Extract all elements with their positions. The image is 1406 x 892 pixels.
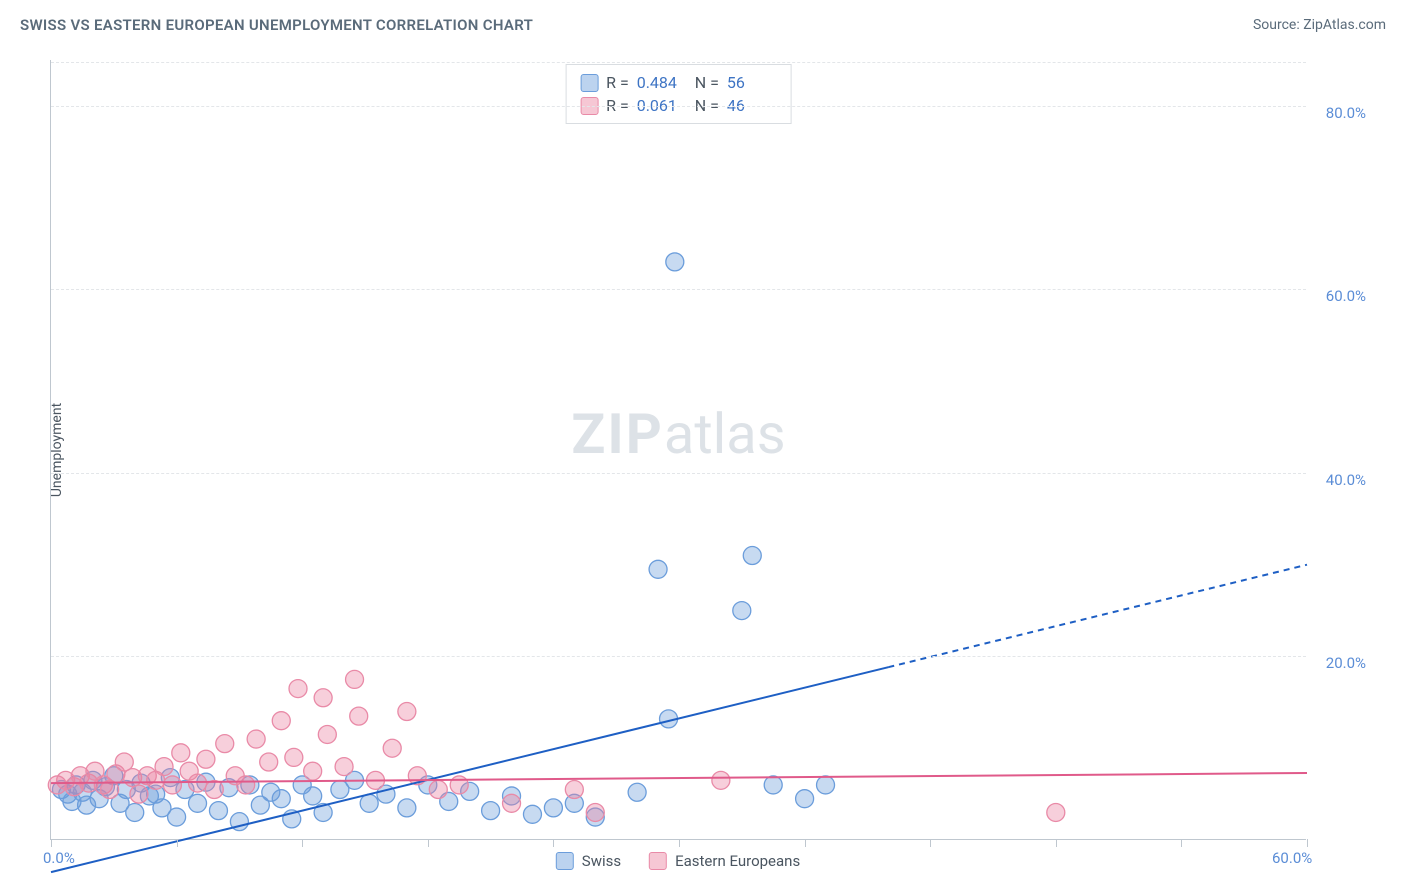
data-point[interactable] <box>1047 803 1065 821</box>
legend-item-swiss: Swiss <box>556 852 621 870</box>
chart-area: Unemployment ZIPatlas R = 0.484 N = 56 R… <box>50 60 1306 840</box>
data-point[interactable] <box>817 776 835 794</box>
data-point[interactable] <box>733 602 751 620</box>
y-tick-label: 80.0% <box>1326 104 1366 122</box>
data-point[interactable] <box>544 799 562 817</box>
source-attribution: Source: ZipAtlas.com <box>1253 17 1386 33</box>
x-tick-label: 0.0% <box>43 849 75 867</box>
data-point[interactable] <box>628 783 646 801</box>
gridline <box>51 656 1306 657</box>
plot-svg <box>51 60 1307 840</box>
x-tick <box>177 839 178 847</box>
data-point[interactable] <box>398 703 416 721</box>
chart-title: SWISS VS EASTERN EUROPEAN UNEMPLOYMENT C… <box>20 16 533 34</box>
x-tick <box>679 839 680 847</box>
data-point[interactable] <box>130 785 148 803</box>
data-point[interactable] <box>429 781 447 799</box>
data-point[interactable] <box>743 547 761 565</box>
data-point[interactable] <box>197 750 215 768</box>
swatch-blue-icon <box>556 852 574 870</box>
legend-label-swiss: Swiss <box>582 852 621 870</box>
data-point[interactable] <box>155 758 173 776</box>
data-point[interactable] <box>289 680 307 698</box>
plot-region: ZIPatlas R = 0.484 N = 56 R = 0.061 N = … <box>50 60 1306 840</box>
y-tick-label: 40.0% <box>1326 471 1366 489</box>
data-point[interactable] <box>237 776 255 794</box>
data-point[interactable] <box>796 790 814 808</box>
data-point[interactable] <box>209 802 227 820</box>
data-point[interactable] <box>272 790 290 808</box>
data-point[interactable] <box>216 735 234 753</box>
x-tick <box>1307 839 1308 847</box>
data-point[interactable] <box>189 774 207 792</box>
data-point[interactable] <box>565 781 583 799</box>
x-tick <box>805 839 806 847</box>
data-point[interactable] <box>272 712 290 730</box>
x-tick <box>930 839 931 847</box>
gridline <box>51 473 1306 474</box>
x-tick <box>553 839 554 847</box>
data-point[interactable] <box>318 725 336 743</box>
data-point[interactable] <box>314 689 332 707</box>
y-tick-label: 60.0% <box>1326 287 1366 305</box>
gridline <box>51 62 1306 63</box>
legend-label-eastern: Eastern Europeans <box>675 852 800 870</box>
data-point[interactable] <box>163 776 181 794</box>
gridline <box>51 106 1306 107</box>
data-point[interactable] <box>360 794 378 812</box>
data-point[interactable] <box>346 670 364 688</box>
data-point[interactable] <box>764 776 782 794</box>
data-point[interactable] <box>168 808 186 826</box>
data-point[interactable] <box>335 758 353 776</box>
regression-line-extrapolated <box>888 565 1307 667</box>
legend-item-eastern: Eastern Europeans <box>649 852 800 870</box>
data-point[interactable] <box>247 730 265 748</box>
data-point[interactable] <box>712 771 730 789</box>
chart-header: SWISS VS EASTERN EUROPEAN UNEMPLOYMENT C… <box>20 16 1386 34</box>
x-tick <box>1056 839 1057 847</box>
data-point[interactable] <box>304 762 322 780</box>
data-point[interactable] <box>503 794 521 812</box>
data-point[interactable] <box>172 744 190 762</box>
data-point[interactable] <box>523 805 541 823</box>
data-point[interactable] <box>482 802 500 820</box>
x-tick <box>51 839 52 847</box>
gridline <box>51 289 1306 290</box>
data-point[interactable] <box>649 560 667 578</box>
data-point[interactable] <box>450 776 468 794</box>
data-point[interactable] <box>260 753 278 771</box>
series-legend: Swiss Eastern Europeans <box>556 852 800 870</box>
data-point[interactable] <box>205 781 223 799</box>
data-point[interactable] <box>304 787 322 805</box>
x-tick-label: 60.0% <box>1272 849 1312 867</box>
x-tick <box>1181 839 1182 847</box>
data-point[interactable] <box>350 707 368 725</box>
data-point[interactable] <box>189 794 207 812</box>
x-tick <box>302 839 303 847</box>
data-point[interactable] <box>126 803 144 821</box>
data-point[interactable] <box>383 739 401 757</box>
swatch-pink-icon <box>649 852 667 870</box>
data-point[interactable] <box>285 748 303 766</box>
x-tick <box>428 839 429 847</box>
data-point[interactable] <box>666 253 684 271</box>
y-tick-label: 20.0% <box>1326 654 1366 672</box>
data-point[interactable] <box>586 803 604 821</box>
data-point[interactable] <box>398 799 416 817</box>
